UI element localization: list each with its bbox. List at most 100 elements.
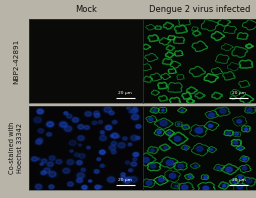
Circle shape (100, 132, 105, 136)
Circle shape (234, 141, 238, 144)
Circle shape (100, 164, 105, 168)
Circle shape (78, 136, 84, 140)
Circle shape (98, 149, 106, 155)
Polygon shape (212, 92, 222, 99)
Circle shape (65, 126, 72, 131)
Circle shape (126, 106, 131, 110)
Polygon shape (165, 129, 174, 136)
Circle shape (49, 156, 55, 160)
Polygon shape (233, 132, 241, 137)
Polygon shape (145, 53, 158, 62)
Circle shape (55, 159, 63, 165)
Polygon shape (160, 157, 178, 168)
Polygon shape (154, 118, 173, 129)
Circle shape (109, 111, 114, 115)
Polygon shape (232, 116, 247, 126)
Polygon shape (178, 108, 187, 113)
Polygon shape (242, 20, 256, 30)
Circle shape (134, 109, 138, 112)
Circle shape (237, 120, 241, 123)
Circle shape (32, 157, 37, 161)
Circle shape (35, 184, 42, 189)
Circle shape (128, 110, 132, 113)
Circle shape (194, 165, 197, 167)
Circle shape (217, 167, 220, 169)
Circle shape (159, 119, 169, 127)
Polygon shape (154, 129, 165, 136)
Polygon shape (166, 52, 174, 58)
Polygon shape (237, 33, 248, 39)
Polygon shape (191, 143, 210, 156)
Circle shape (110, 149, 117, 155)
Circle shape (94, 111, 99, 115)
Circle shape (38, 138, 43, 142)
Circle shape (108, 110, 115, 116)
Polygon shape (233, 183, 247, 192)
Polygon shape (158, 95, 168, 101)
Circle shape (61, 167, 71, 174)
Circle shape (76, 172, 86, 180)
Polygon shape (236, 146, 245, 151)
Circle shape (56, 160, 62, 164)
Circle shape (239, 147, 242, 150)
Circle shape (130, 108, 138, 114)
Circle shape (153, 109, 156, 112)
Circle shape (167, 131, 172, 135)
Circle shape (208, 112, 216, 118)
Circle shape (69, 149, 74, 153)
Circle shape (151, 164, 156, 168)
Polygon shape (142, 179, 155, 188)
Circle shape (84, 126, 89, 129)
Circle shape (227, 132, 230, 135)
Polygon shape (174, 25, 187, 33)
Circle shape (133, 107, 137, 110)
Circle shape (68, 139, 78, 147)
Circle shape (30, 156, 39, 162)
Circle shape (37, 109, 43, 114)
Polygon shape (187, 99, 194, 104)
Circle shape (45, 121, 55, 128)
Polygon shape (158, 83, 167, 89)
Circle shape (104, 124, 113, 131)
Circle shape (79, 144, 81, 146)
Circle shape (42, 159, 47, 163)
Circle shape (129, 169, 133, 172)
Circle shape (219, 108, 227, 114)
Circle shape (125, 176, 133, 182)
Circle shape (130, 177, 137, 182)
Circle shape (78, 144, 82, 147)
Circle shape (132, 114, 139, 120)
Circle shape (235, 133, 238, 135)
Polygon shape (189, 66, 205, 77)
Circle shape (233, 180, 236, 183)
Polygon shape (146, 116, 157, 123)
Circle shape (40, 170, 47, 175)
Polygon shape (230, 96, 237, 100)
Polygon shape (143, 76, 152, 82)
Circle shape (34, 117, 41, 123)
Circle shape (100, 164, 104, 167)
Circle shape (133, 158, 137, 161)
Circle shape (112, 121, 116, 124)
Polygon shape (182, 92, 191, 99)
Circle shape (93, 169, 100, 174)
Circle shape (40, 163, 43, 165)
Circle shape (39, 162, 44, 166)
Circle shape (72, 118, 78, 122)
Circle shape (241, 166, 248, 170)
Circle shape (86, 146, 91, 149)
Circle shape (197, 147, 203, 151)
Circle shape (181, 110, 183, 111)
Polygon shape (142, 44, 151, 49)
Circle shape (94, 184, 101, 190)
Circle shape (237, 185, 243, 189)
Circle shape (112, 133, 118, 138)
Circle shape (93, 113, 101, 118)
Circle shape (70, 150, 73, 152)
Polygon shape (168, 36, 175, 40)
Polygon shape (192, 27, 198, 31)
Circle shape (113, 120, 117, 123)
Polygon shape (150, 73, 162, 81)
Circle shape (46, 161, 55, 168)
Circle shape (177, 123, 180, 126)
